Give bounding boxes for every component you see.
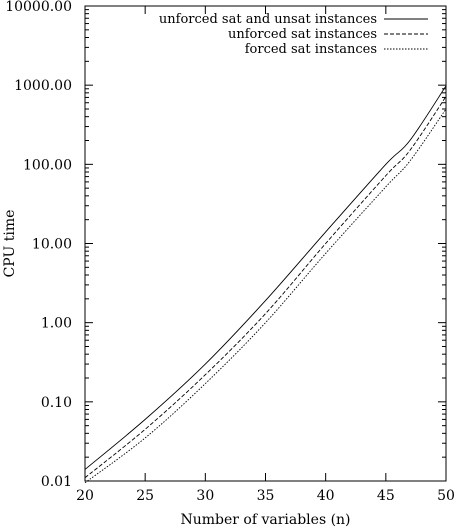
x-tick-label: 25: [136, 488, 154, 504]
y-axis-label: CPU time: [2, 210, 18, 278]
y-tick-label: 1000.00: [14, 78, 72, 94]
y-tick-label: 100.00: [23, 157, 72, 173]
series-line-1: [84, 85, 447, 470]
x-tick-label: 40: [317, 488, 335, 504]
legend-label-3: forced sat instances: [245, 42, 377, 57]
x-tick-label: 45: [377, 488, 395, 504]
legend-label-1: unforced sat and unsat instances: [159, 12, 377, 27]
series-layer: [84, 85, 447, 484]
y-tick-label: 10.00: [32, 237, 72, 253]
legend: unforced sat and unsat instancesunforced…: [159, 12, 428, 57]
x-tick-label: 20: [76, 488, 94, 504]
series-line-2: [84, 96, 447, 479]
y-tick-label: 0.01: [41, 474, 72, 490]
y-tick-label: 1.00: [41, 316, 72, 332]
legend-label-2: unforced sat instances: [228, 27, 377, 42]
y-tick-label: 10000.00: [5, 0, 72, 15]
x-tick-label: 30: [196, 488, 214, 504]
x-axis-label: Number of variables (n): [180, 512, 350, 528]
plot-frame: [84, 5, 447, 482]
x-tick-label: 35: [257, 488, 275, 504]
y-axis-ticks: 0.01 0.10 1.00 10.00 100.00 1000.00 10000.00: [5, 0, 446, 490]
x-tick-label: 50: [437, 488, 455, 504]
series-line-3: [84, 108, 447, 484]
x-axis-ticks: 20 25 30 35 40 45 50: [76, 6, 455, 504]
y-tick-label: 0.10: [41, 395, 72, 411]
